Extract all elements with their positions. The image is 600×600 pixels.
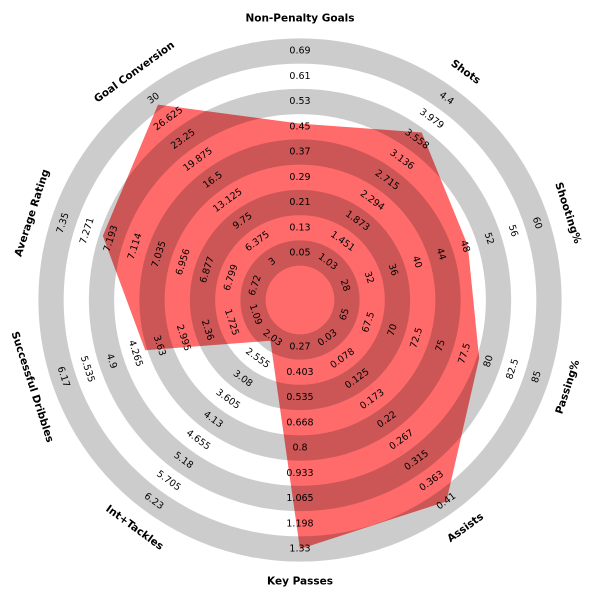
tick-label: 3 <box>267 256 278 268</box>
tick-label: 52 <box>482 231 496 246</box>
tick-label: 85 <box>530 369 544 384</box>
param-label: Non-Penalty Goals <box>245 12 354 24</box>
tick-label: 56 <box>506 223 520 238</box>
tick-label: 4.9 <box>104 352 119 370</box>
tick-label: 0.13 <box>289 222 310 233</box>
tick-label: 1.065 <box>286 493 313 504</box>
tick-label: 1.33 <box>289 544 310 555</box>
tick-label: 0.45 <box>289 121 310 132</box>
tick-label: 0.933 <box>286 468 313 479</box>
tick-label: 0.27 <box>289 342 310 353</box>
tick-label: 32 <box>362 270 376 285</box>
tick-label: 0.53 <box>289 96 310 107</box>
tick-label: 0.21 <box>289 197 310 208</box>
tick-label: 28 <box>338 278 352 293</box>
tick-label: 0.668 <box>286 417 313 428</box>
tick-label: 65 <box>338 307 352 322</box>
tick-label: 40 <box>410 255 424 270</box>
tick-label: 0.403 <box>286 367 313 378</box>
tick-label: 36 <box>386 262 400 277</box>
tick-label: 75 <box>434 338 448 353</box>
tick-label: 48 <box>458 239 472 254</box>
tick-label: 0.69 <box>289 46 310 57</box>
tick-label: 60 <box>530 216 544 231</box>
tick-label: 0.61 <box>289 71 310 82</box>
param-label: Key Passes <box>267 576 333 588</box>
tick-label: 44 <box>434 247 448 262</box>
tick-label: 0.05 <box>289 248 310 259</box>
tick-label: 70 <box>386 323 400 338</box>
tick-label: 0.535 <box>286 392 313 403</box>
tick-label: 0.8 <box>292 443 307 454</box>
tick-label: 1.198 <box>286 518 313 529</box>
radar-area <box>102 104 480 549</box>
tick-label: 80 <box>482 354 496 369</box>
tick-label: 0.29 <box>289 172 310 183</box>
tick-label: 0.37 <box>289 147 310 158</box>
